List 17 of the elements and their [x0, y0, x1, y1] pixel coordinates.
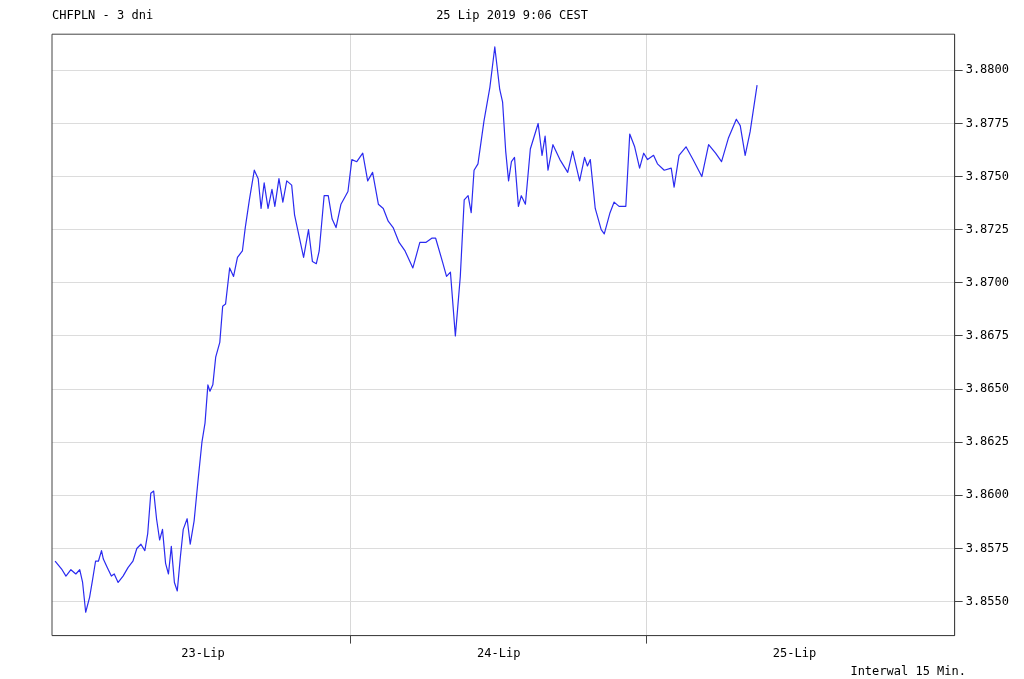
- y-tick-label: 3.8675: [965, 328, 1010, 343]
- y-tick-label: 3.8725: [965, 221, 1010, 236]
- y-tick-label: 3.8625: [965, 434, 1010, 449]
- y-tick-label: 3.8650: [965, 381, 1010, 396]
- x-tick-label: 24-Lip: [477, 645, 521, 660]
- y-tick-label: 3.8750: [965, 168, 1010, 183]
- y-tick-label: 3.8600: [965, 487, 1010, 502]
- y-tick-label: 3.8575: [965, 540, 1010, 555]
- text: Interwal 15 Min.: [850, 664, 966, 678]
- chart-subtitle: 25 Lip 2019 9:06 CEST: [436, 8, 588, 22]
- y-tick-label: 3.8700: [965, 274, 1010, 289]
- x-tick-label: 25-Lip: [772, 645, 817, 660]
- x-tick-label: 23-Lip: [181, 645, 225, 660]
- y-tick-label: 3.8800: [965, 62, 1010, 77]
- y-tick-label: 3.8775: [965, 115, 1010, 130]
- y-tick-label: 3.8550: [965, 593, 1010, 608]
- chart-title: CHFPLN - 3 dni: [52, 8, 154, 22]
